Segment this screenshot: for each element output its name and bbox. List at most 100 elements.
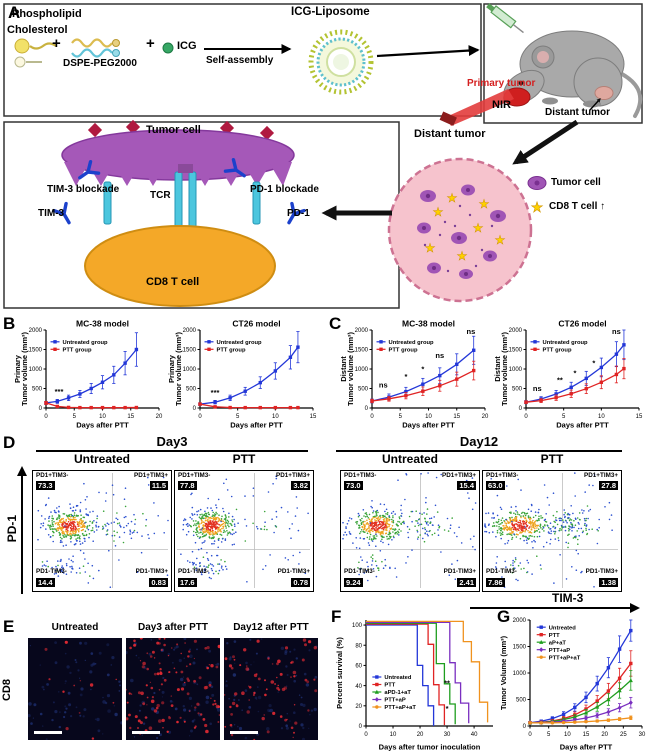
svg-text:15: 15 [453, 414, 460, 420]
liposome-to-mouse-arrow [376, 45, 480, 58]
legend-cd8-label: CD8 T cell ↑ [549, 201, 606, 212]
svg-text:CT26 model: CT26 model [232, 319, 280, 329]
quadrant-name: PD1+TIM3+ [134, 472, 168, 479]
svg-text:15: 15 [127, 414, 134, 420]
svg-text:5: 5 [399, 414, 403, 420]
svg-text:★: ★ [457, 249, 468, 263]
svg-text:Tumor volume (mm³): Tumor volume (mm³) [346, 331, 355, 406]
quadrant-name: PD1+TIM3- [36, 472, 69, 479]
pd1-blockade-label: PD-1 blockade [250, 184, 319, 195]
svg-text:Days after PTT: Days after PTT [556, 421, 609, 430]
svg-text:2000: 2000 [183, 328, 197, 334]
svg-text:30: 30 [444, 732, 451, 738]
svg-text:20: 20 [355, 704, 362, 710]
mouse-box [483, 3, 643, 124]
svg-text:Distant: Distant [340, 356, 348, 382]
quadrant-value: 27.8 [599, 481, 618, 491]
quadrant-name: PD1-TIM3+ [135, 567, 168, 575]
svg-text:Percent survival (%): Percent survival (%) [336, 637, 344, 709]
svg-text:***: *** [211, 388, 220, 397]
svg-text:Tumor volume (mm³): Tumor volume (mm³) [174, 331, 183, 406]
svg-text:0: 0 [519, 406, 523, 412]
flow-scatter [35, 473, 169, 588]
svg-text:CT26 model: CT26 model [558, 319, 606, 329]
svg-text:★: ★ [473, 221, 484, 235]
svg-text:500: 500 [32, 387, 43, 393]
svg-text:PTT+aP+aT: PTT+aP+aT [549, 655, 581, 661]
svg-text:Primary: Primary [14, 354, 22, 383]
svg-text:*: * [574, 369, 577, 378]
quadrant-name: PD1-TIM3- [344, 567, 375, 575]
svg-text:**: ** [557, 375, 563, 384]
svg-text:2000: 2000 [355, 328, 369, 334]
phospholipid-label: Phospholipid [12, 8, 82, 20]
quadrant-name: PD1+TIM3+ [442, 472, 476, 479]
svg-text:1000: 1000 [29, 367, 43, 373]
svg-text:1500: 1500 [513, 645, 527, 651]
svg-text:10: 10 [425, 414, 432, 420]
quadrant-value: 17.6 [178, 577, 197, 587]
chart-survival: 0 10 20 30 40 0 20 40 60 80 100 Days after tumor in… [336, 620, 493, 752]
svg-text:Days after tumor inoculation: Days after tumor inoculation [379, 743, 481, 752]
svg-text:500: 500 [358, 387, 369, 393]
svg-text:Primary: Primary [168, 354, 176, 383]
antibody-icons [52, 157, 306, 225]
svg-text:MC-38 model: MC-38 model [402, 319, 455, 329]
quadrant-name: PD1-TIM3+ [585, 567, 618, 575]
svg-text:0: 0 [193, 406, 197, 412]
tim3-blockade-label: TIM-3 blockade [47, 184, 120, 195]
quadrant-name: PD1+TIM3+ [276, 472, 310, 479]
svg-text:500: 500 [516, 698, 527, 704]
micro-image-day3 [126, 638, 220, 740]
svg-text:60: 60 [355, 664, 362, 670]
svg-text:2000: 2000 [509, 328, 523, 334]
quadrant-name: PD1-TIM3- [36, 567, 67, 575]
svg-text:PTT+aP: PTT+aP [549, 648, 571, 654]
svg-text:PTT group: PTT group [543, 348, 572, 354]
quadrant-name: PD1+TIM3+ [584, 472, 618, 479]
panel-label-e: E [3, 617, 15, 636]
svg-text:0: 0 [39, 406, 43, 412]
cd8-row-label: CD8 [0, 679, 13, 702]
svg-text:★: ★ [495, 233, 506, 247]
svg-text:★: ★ [433, 205, 444, 219]
svg-text:MC-38 model: MC-38 model [76, 319, 129, 329]
svg-text:Tumor Volume (mm³): Tumor Volume (mm³) [500, 635, 508, 710]
flow-scatter [342, 472, 477, 588]
legend-tumor-cell-icon [527, 176, 547, 190]
chart-distant-ct26: 0 5 10 15 0 500 1000 1500 2000 CT26 model Days aft… [494, 319, 643, 430]
svg-text:0: 0 [359, 724, 363, 730]
svg-text:Days after PTT: Days after PTT [402, 421, 455, 430]
chart-combination-tumor-volume: 0 5 10 15 20 25 30 0 500 1000 1500 2000 Days after P… [500, 618, 646, 751]
svg-text:**: ** [444, 679, 450, 688]
svg-text:1500: 1500 [183, 348, 197, 354]
svg-text:25: 25 [620, 732, 627, 738]
distant-tumor-circle-label: Distant tumor [414, 128, 486, 140]
mouse-to-distant-arrow [512, 119, 579, 165]
nir-label: NIR [492, 99, 511, 111]
svg-text:PTT group: PTT group [217, 348, 246, 354]
svg-text:*: * [592, 358, 595, 367]
svg-text:10: 10 [99, 414, 106, 420]
panel-label-b: B [3, 314, 16, 333]
flow-scatter [177, 472, 310, 588]
svg-text:100: 100 [352, 623, 363, 629]
svg-text:2000: 2000 [29, 328, 43, 334]
svg-text:0: 0 [370, 414, 374, 420]
quadrant-value: 14.4 [36, 577, 55, 587]
svg-text:5: 5 [562, 414, 566, 420]
svg-text:Untreated group: Untreated group [63, 340, 109, 346]
icg-label: ICG [177, 40, 197, 52]
micro-image-day12 [224, 638, 318, 740]
svg-text:PTT group: PTT group [389, 348, 418, 354]
svg-text:Untreated group: Untreated group [217, 340, 263, 346]
cd8-cell-illustration [84, 225, 276, 307]
svg-text:aPD-1+aT: aPD-1+aT [384, 690, 411, 696]
svg-text:ns: ns [466, 327, 475, 336]
chart-distant-mc38: 0 5 10 15 20 0 500 1000 1500 2000 MC-38 model Days … [340, 319, 489, 430]
panel-label-f: F [331, 607, 342, 626]
quadrant-name: PD1+TIM3- [344, 472, 377, 479]
chart-primary-mc38: 0 5 10 15 20 0 500 1000 1500 2000 MC-38 model Days … [14, 319, 163, 430]
svg-text:20: 20 [482, 414, 489, 420]
svg-text:20: 20 [156, 414, 163, 420]
